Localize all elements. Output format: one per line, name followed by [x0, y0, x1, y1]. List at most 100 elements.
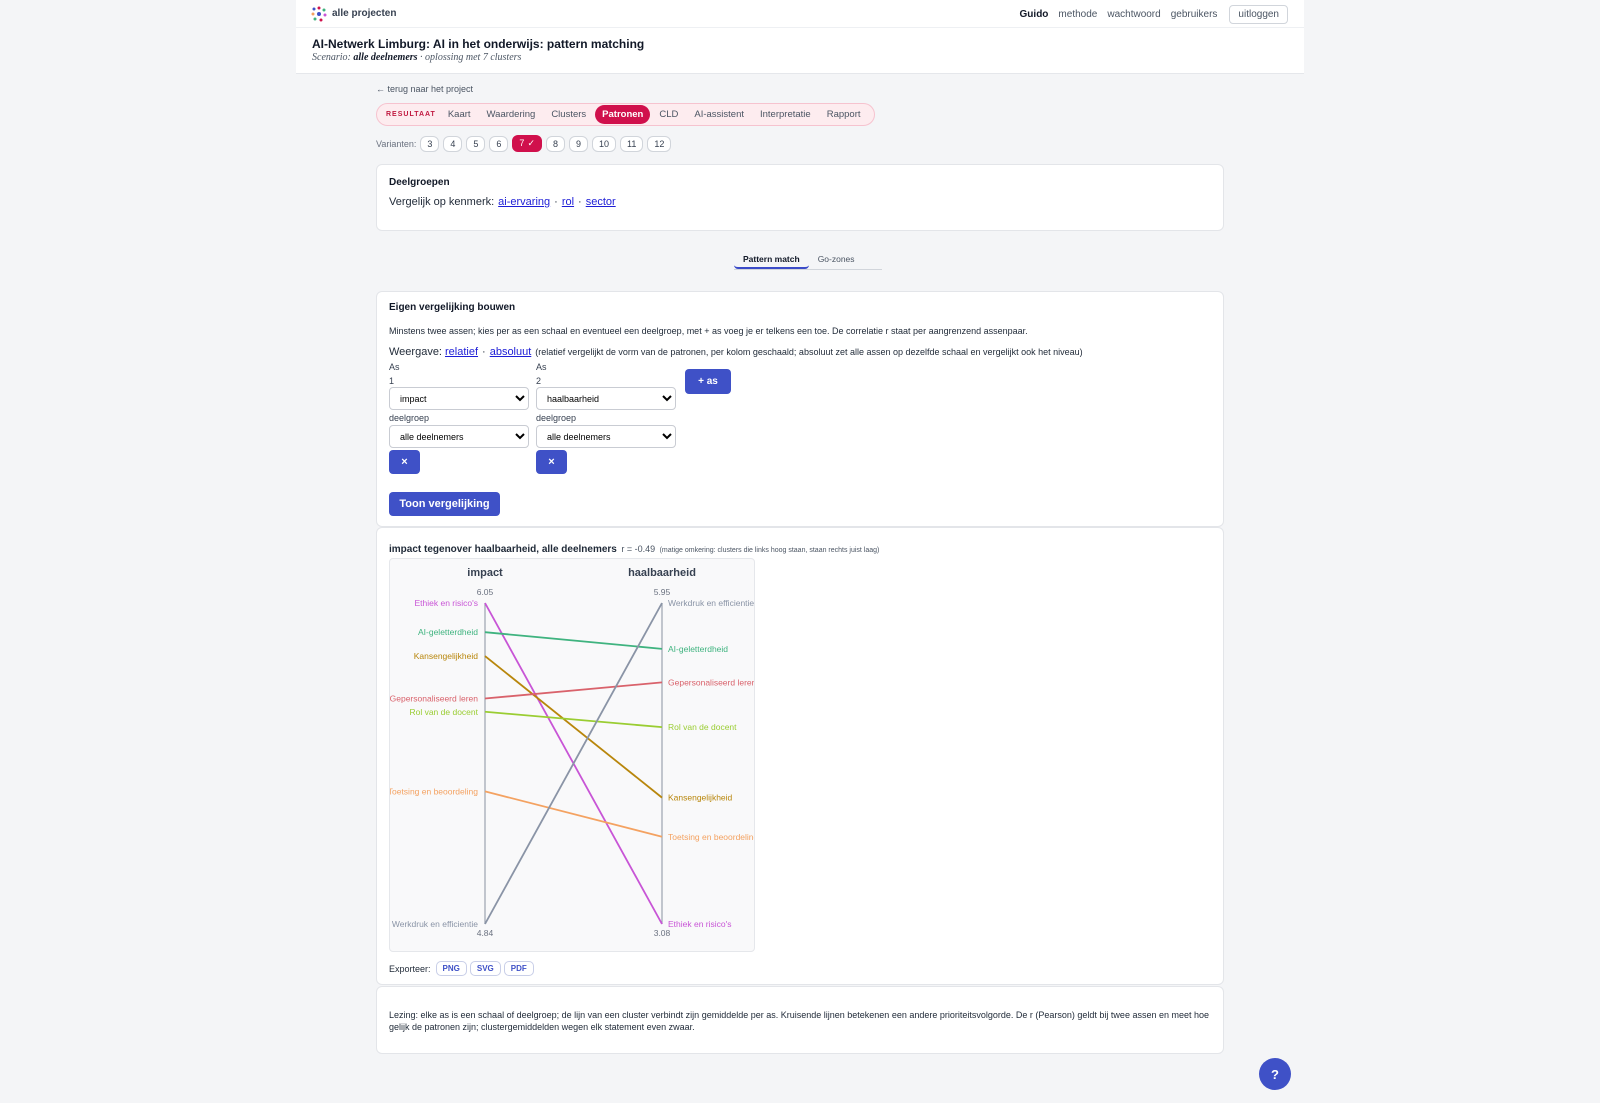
submit-button[interactable]: Toon vergelijking — [389, 492, 500, 516]
result-tab[interactable]: Patronen — [595, 105, 651, 124]
brand[interactable]: alle projecten — [332, 8, 397, 19]
chart-title: impact tegenover haalbaarheid, alle deel… — [389, 544, 617, 555]
display-options: Weergave: relatief · absoluut (relatief verg… — [389, 346, 1083, 358]
group-select[interactable]: alle deelnemers — [536, 425, 676, 448]
header: alle projecten Guido methode wachtwoord geb… — [296, 0, 1304, 74]
result-tab[interactable]: CLD — [659, 109, 679, 120]
result-tab[interactable]: Rapport — [826, 109, 861, 120]
cluster-label-left: Toetsing en beoordeling — [389, 786, 478, 796]
chart-heading: impact tegenover haalbaarheid, alle deel… — [389, 539, 879, 557]
active-mark: ✓ — [527, 138, 535, 148]
variant-button[interactable]: 8 — [545, 135, 565, 152]
prompt: Vergelijk op kenmerk: — [389, 196, 495, 208]
remove-button[interactable]: × — [536, 450, 567, 474]
cluster-label-right: Gepersonaliseerd leren — [668, 677, 755, 687]
variant-button[interactable]: 3 — [420, 135, 440, 152]
result-tab[interactable]: Interpretatie — [760, 109, 811, 120]
subgroup-link[interactable]: ai-ervaring — [498, 196, 551, 208]
export-row: Exporteer: PNG SVG PDF — [389, 961, 534, 976]
cluster-line — [484, 710, 663, 729]
reading-card: Lezing: elke as is een schaal of deelgro… — [376, 986, 1224, 1054]
scale-select[interactable]: impact — [389, 387, 529, 410]
scenario-name: alle deelnemers — [353, 52, 418, 63]
reading: Lezing: elke as is een schaal of deelgro… — [389, 1010, 1209, 1032]
variant-number: 9 — [576, 138, 582, 149]
export-button[interactable]: SVG — [469, 961, 501, 976]
nav-link[interactable]: methode — [1058, 9, 1098, 20]
cluster-label-right: Toetsing en beoordeling — [668, 832, 755, 842]
result-tabs: RESULTAAT Kaart Waardering Clusters Patronen… — [376, 103, 875, 126]
separator: · — [482, 346, 486, 358]
variant-button[interactable]: 12 — [647, 135, 672, 152]
logout-button[interactable]: uitloggen — [1229, 5, 1288, 24]
scenario: Scenario: alle deelnemers · oplossing me… — [312, 52, 521, 63]
variant-number: 8 — [552, 138, 558, 149]
export-label: Exporteer: — [389, 963, 431, 974]
axis-column: As 1 impact deelgroep alle deelnemers × — [389, 362, 529, 474]
add-axis-button[interactable]: + as — [685, 369, 731, 394]
axis-number: 2 — [536, 376, 542, 386]
axis-max-label: 5.95 — [654, 587, 671, 597]
variants-label: Varianten: — [376, 138, 417, 149]
chart-card: impact tegenover haalbaarheid, alle deel… — [376, 527, 1224, 985]
axis-number: 1 — [389, 376, 395, 386]
cluster-line — [484, 681, 663, 700]
variant-number: 6 — [496, 138, 502, 149]
display-label: Weergave: — [389, 346, 442, 358]
nav-bar: alle projecten Guido methode wachtwoord geb… — [296, 0, 1304, 28]
result-tab[interactable]: Kaart — [447, 109, 471, 120]
group-select[interactable]: alle deelnemers — [389, 425, 529, 448]
remove-button[interactable]: × — [389, 450, 420, 474]
cluster-label-right: Ethiek en risico's — [668, 919, 732, 929]
variant-button[interactable]: 11 — [620, 135, 644, 152]
scale-select[interactable]: haalbaarheid — [536, 387, 676, 410]
result-tab[interactable]: AI-assistent — [694, 109, 744, 120]
cluster-label-left: Gepersonaliseerd leren — [390, 694, 479, 704]
variant-button[interactable]: 10 — [592, 135, 617, 152]
nav-links: Guido methode wachtwoord gebruikers uitlogge… — [1020, 5, 1288, 24]
user-name[interactable]: Guido — [1019, 9, 1049, 20]
export-button[interactable]: PDF — [503, 961, 534, 976]
correlation: r = -0.49 — [621, 544, 656, 554]
cluster-label-left: Rol van de docent — [409, 707, 478, 717]
view-tab[interactable]: Go-zones — [817, 254, 855, 264]
axis-title: impact — [467, 567, 503, 579]
variant-number: 4 — [450, 138, 456, 149]
subgroup-link[interactable]: sector — [585, 196, 616, 208]
result-tab[interactable]: Waardering — [486, 109, 536, 120]
variant-button[interactable]: 5 — [466, 135, 486, 152]
axis-label: As — [536, 362, 547, 372]
nav-link[interactable]: wachtwoord — [1107, 9, 1161, 20]
axis-min-label: 4.84 — [477, 928, 494, 938]
axis-min-label: 3.08 — [654, 928, 671, 938]
cluster-label-right: AI-geletterdheid — [668, 644, 728, 654]
cluster-label-left: Kansengelijkheid — [414, 651, 479, 661]
result-tab[interactable]: Clusters — [551, 109, 587, 120]
help-button[interactable]: ? — [1259, 1058, 1291, 1090]
logo — [311, 6, 327, 22]
cluster-line — [484, 790, 663, 838]
subgroup-link[interactable]: rol — [561, 196, 575, 208]
display-option[interactable]: absoluut — [489, 346, 532, 358]
separator: · — [554, 196, 558, 208]
cluster-label-left: AI-geletterdheid — [418, 627, 478, 637]
scenario-label: Scenario: — [312, 52, 351, 63]
cluster-line — [484, 602, 663, 925]
view-tab[interactable]: Pattern match — [734, 251, 809, 269]
variant-button[interactable]: 6 — [489, 135, 509, 152]
variant-number: 10 — [599, 138, 610, 149]
display-note: (relatief vergelijkt de vorm van de patr… — [535, 347, 1083, 357]
display-option[interactable]: relatief — [445, 346, 479, 358]
back-link[interactable]: ← terug naar het project — [376, 84, 474, 94]
variant-number: 12 — [654, 138, 665, 149]
variant-button[interactable]: 9 — [569, 135, 589, 152]
slope-chart: impact6.054.84haalbaarheid5.953.08Ethiek… — [389, 558, 755, 952]
export-button[interactable]: PNG — [435, 961, 467, 976]
nav-link[interactable]: gebruikers — [1170, 9, 1218, 20]
variant-button[interactable]: 4 — [443, 135, 463, 152]
variant-button[interactable]: 7 ✓ — [512, 135, 542, 152]
cluster-label-right: Werkdruk en efficientie — [668, 598, 754, 608]
cluster-label-left: Werkdruk en efficientie — [392, 919, 478, 929]
card-title: Eigen vergelijking bouwen — [389, 302, 516, 313]
separator: · — [578, 196, 582, 208]
